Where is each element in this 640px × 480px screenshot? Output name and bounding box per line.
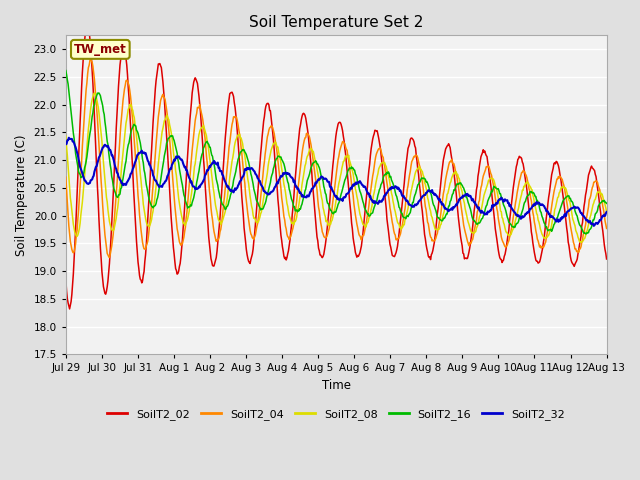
Y-axis label: Soil Temperature (C): Soil Temperature (C): [15, 134, 28, 255]
Title: Soil Temperature Set 2: Soil Temperature Set 2: [249, 15, 424, 30]
Legend: SoilT2_02, SoilT2_04, SoilT2_08, SoilT2_16, SoilT2_32: SoilT2_02, SoilT2_04, SoilT2_08, SoilT2_…: [103, 405, 570, 424]
X-axis label: Time: Time: [322, 379, 351, 392]
Text: TW_met: TW_met: [74, 43, 127, 56]
